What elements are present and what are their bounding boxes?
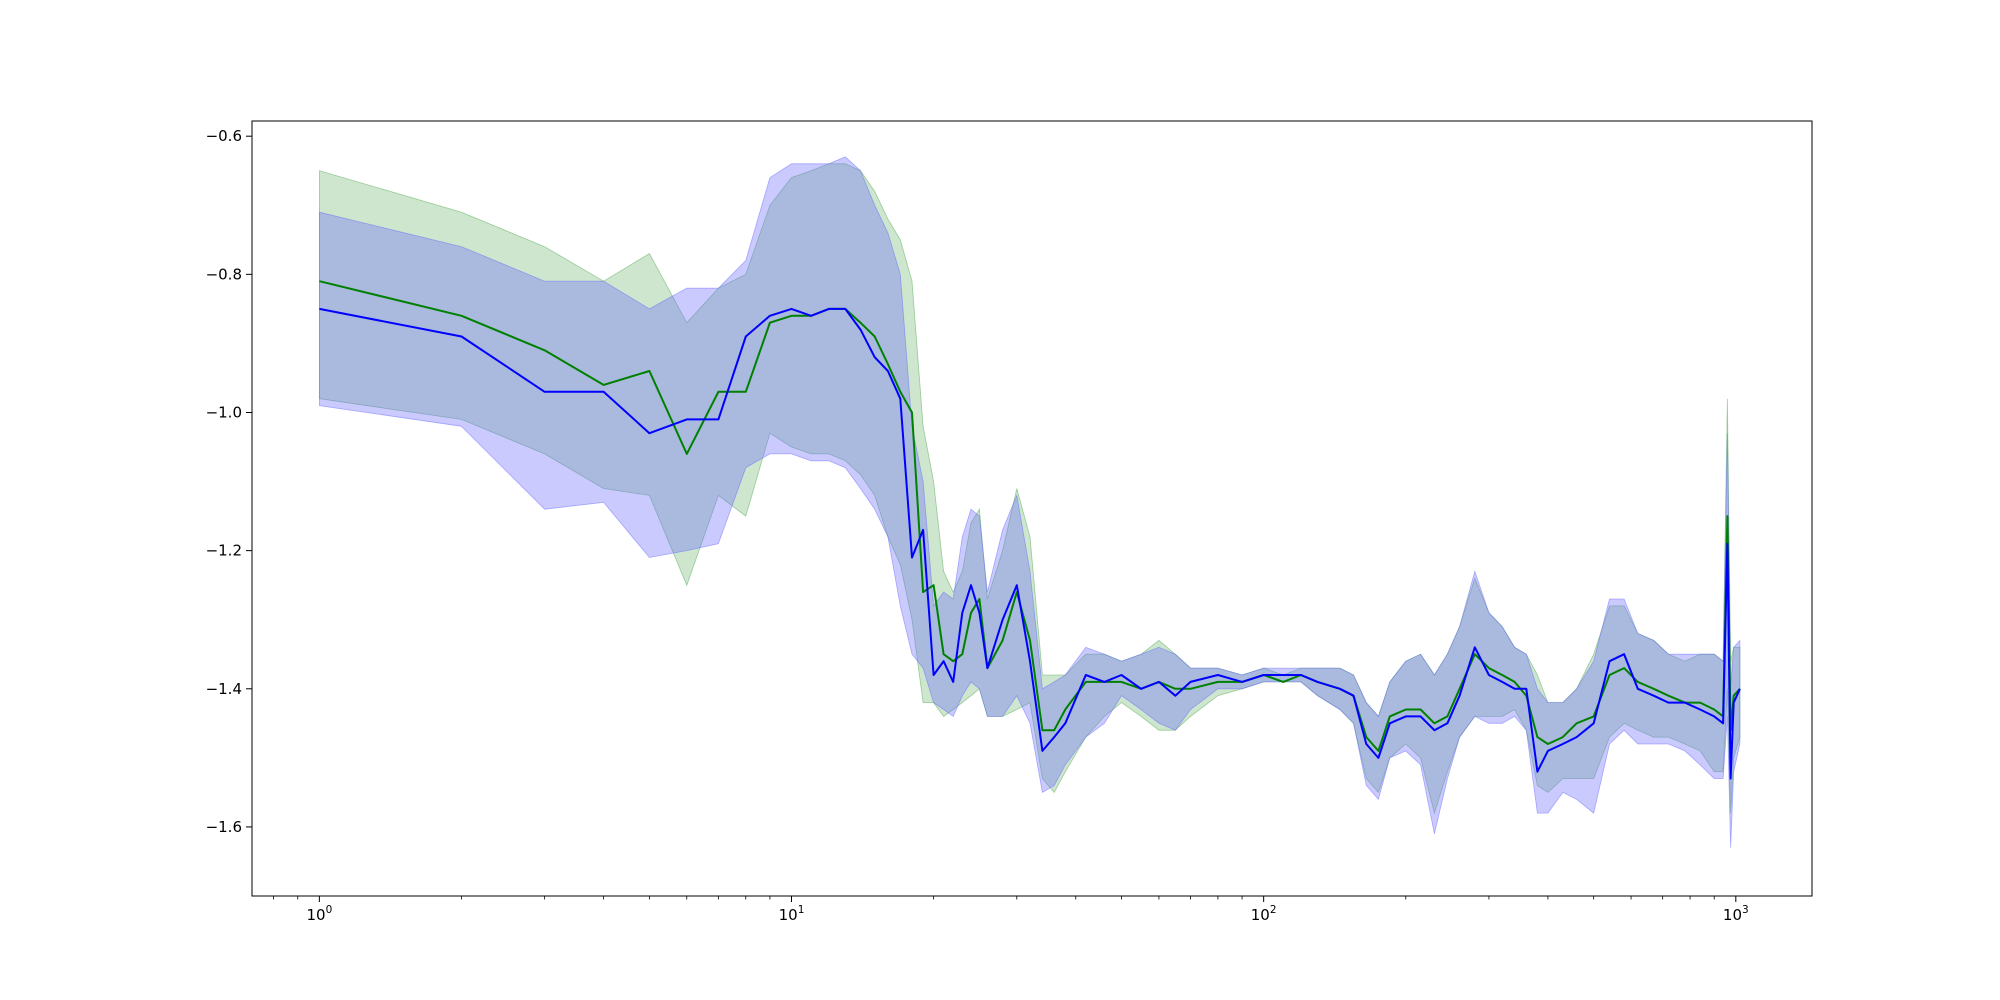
y-axis-ticks: −0.6 −0.8 −1.0 −1.2 −1.4 −1.6 — [206, 127, 252, 836]
plot-frame — [251, 120, 1813, 897]
x-axis-ticks: 100 101 102 103 — [273, 896, 1749, 924]
x-tick-label: 100 — [306, 904, 332, 924]
x-tick-label: 103 — [1723, 904, 1749, 924]
series-2-line — [319, 307, 1741, 780]
y-tick-label: −0.6 — [206, 127, 242, 145]
confidence-bands — [319, 156, 1741, 848]
y-tick-label: −1.2 — [206, 542, 242, 560]
y-tick-label: −1.6 — [206, 818, 242, 836]
y-tick-label: −0.8 — [206, 265, 242, 283]
y-tick-label: −1.4 — [206, 680, 242, 698]
y-tick-label: −1.0 — [206, 403, 242, 421]
series-lines — [319, 280, 1741, 780]
x-tick-label: 101 — [779, 904, 805, 924]
series-2-band — [319, 156, 1741, 848]
x-tick-label: 102 — [1251, 904, 1277, 924]
